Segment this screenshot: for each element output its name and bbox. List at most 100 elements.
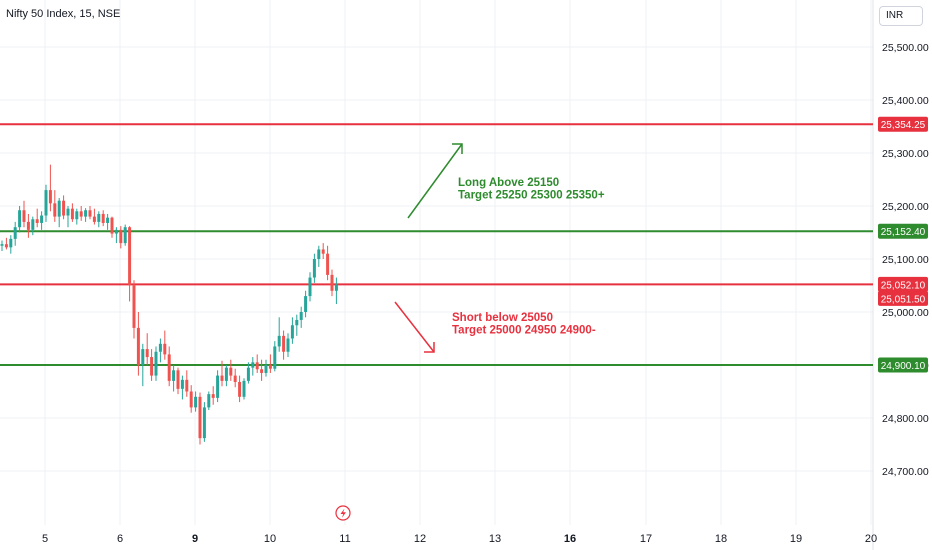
candle-body	[334, 284, 338, 291]
candle-body	[62, 200, 66, 216]
candle	[128, 226, 132, 302]
grid	[0, 0, 873, 525]
candle	[114, 227, 118, 244]
candle	[97, 211, 101, 228]
candle	[172, 365, 176, 392]
level-label-box	[878, 223, 928, 239]
level-price-label: 25,354.25	[881, 120, 926, 131]
candle	[207, 391, 211, 411]
candle	[229, 359, 233, 381]
candle	[282, 330, 286, 360]
candle	[92, 208, 96, 225]
candle-body	[229, 367, 233, 376]
price-tick-label: 25,400.00	[882, 95, 929, 107]
candles	[0, 164, 338, 445]
candle-body	[31, 219, 35, 230]
last-price-box	[878, 290, 928, 306]
candle-body	[106, 217, 110, 223]
candle	[0, 240, 4, 252]
level-price-label: 25,152.40	[881, 227, 926, 238]
candle	[304, 290, 308, 318]
candle-body	[132, 285, 136, 328]
level-label-box	[878, 116, 928, 132]
candle	[194, 391, 198, 412]
time-tick-label: 5	[42, 533, 48, 545]
time-tick-label: 16	[564, 533, 576, 545]
candle-body	[246, 367, 250, 381]
time-tick-label: 17	[640, 533, 652, 545]
candle	[150, 349, 154, 381]
candle	[216, 370, 220, 403]
candle-body	[101, 213, 105, 223]
long-arrowhead-icon	[452, 143, 463, 154]
candle	[211, 386, 215, 405]
candle	[31, 216, 35, 236]
candle	[110, 216, 114, 238]
candle	[202, 402, 206, 442]
candle	[48, 164, 52, 212]
price-tick-label: 24,700.00	[882, 466, 929, 478]
time-tick-label: 13	[489, 533, 501, 545]
level-label-box	[878, 276, 928, 292]
candle-body	[255, 362, 259, 370]
price-axis[interactable]: 24,700.0024,800.0024,900.0025,000.0025,1…	[878, 42, 929, 478]
candle-body	[57, 200, 61, 217]
candle	[317, 245, 321, 267]
candle-body	[145, 349, 149, 358]
annotation-text-green: Long Above 25150	[458, 177, 559, 189]
candle-body	[9, 238, 13, 248]
candle-body	[22, 210, 26, 222]
candle	[308, 272, 312, 302]
candle	[79, 206, 83, 221]
currency-selector[interactable]: INR	[879, 6, 923, 26]
annotation-text-red: Target 25000 24950 24900-	[452, 325, 596, 337]
price-tick-label: 25,100.00	[882, 254, 929, 266]
candle	[224, 365, 228, 387]
candle	[145, 333, 149, 365]
candle-body	[317, 249, 321, 259]
candle-body	[158, 343, 162, 352]
candle-body	[92, 216, 96, 222]
event-flash-icon[interactable]	[335, 505, 351, 521]
candle	[251, 357, 255, 376]
candle-body	[123, 227, 127, 244]
candle	[18, 206, 22, 233]
candle-body	[70, 208, 74, 220]
candle	[88, 206, 92, 220]
time-tick-label: 11	[339, 533, 350, 545]
candle-body	[290, 325, 294, 339]
candle	[238, 375, 242, 403]
candle-body	[97, 213, 101, 222]
candle-body	[114, 229, 118, 234]
candle-body	[189, 391, 193, 408]
candle	[290, 317, 294, 344]
candle-body	[295, 319, 299, 326]
candle-body	[163, 343, 167, 355]
time-tick-label: 19	[790, 533, 802, 545]
candle	[185, 370, 189, 397]
candle	[70, 203, 74, 222]
candle-body	[308, 277, 312, 297]
level-price-label: 24,900.10	[881, 361, 926, 372]
time-axis[interactable]: 5 6 9 10 11 12 13 16 17 18 19 20	[42, 533, 877, 545]
candle	[180, 375, 184, 400]
candle-body	[326, 253, 330, 275]
candle-body	[194, 396, 198, 408]
candle-body	[220, 375, 224, 381]
candle-body	[128, 227, 132, 286]
candle-body	[233, 375, 237, 382]
candle	[141, 343, 145, 387]
candle	[62, 195, 66, 220]
price-tick-label: 25,200.00	[882, 201, 929, 213]
candle	[44, 184, 48, 222]
candle-body	[238, 381, 242, 397]
candle-body	[84, 210, 88, 217]
candle-body	[141, 349, 145, 365]
symbol-title[interactable]: Nifty 50 Index, 15, NSE	[6, 8, 121, 20]
candle-body	[53, 203, 57, 217]
short-arrow-icon	[394, 301, 435, 353]
level-price-label: 25,052.10	[881, 280, 926, 291]
price-tick-label: 25,500.00	[882, 42, 929, 54]
